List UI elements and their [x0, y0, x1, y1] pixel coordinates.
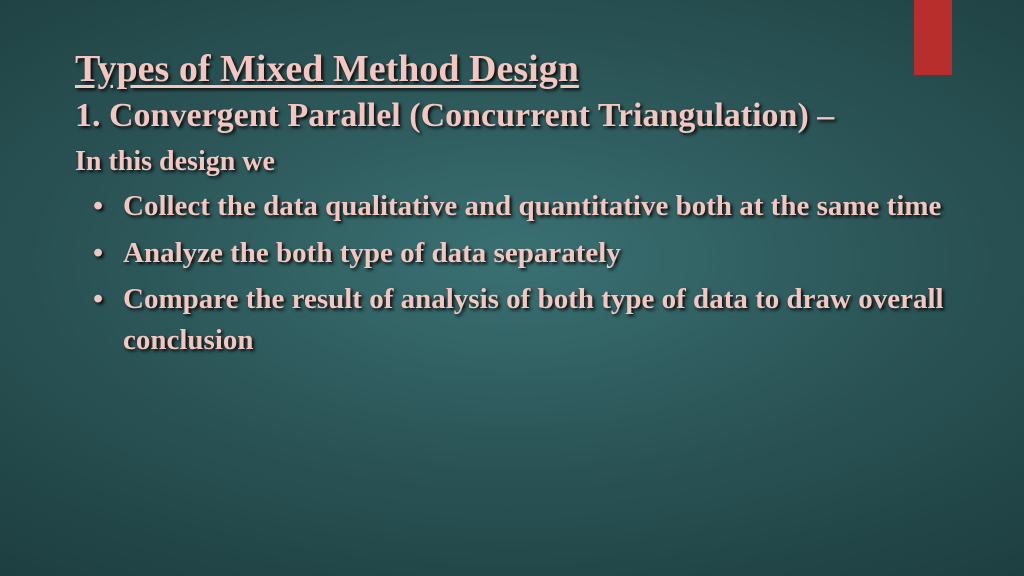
slide-subtitle: 1. Convergent Parallel (Concurrent Trian… [75, 94, 949, 138]
bullet-list: Collect the data qualitative and quantit… [75, 186, 949, 360]
list-item: Collect the data qualitative and quantit… [103, 186, 949, 227]
slide-lead: In this design we [75, 144, 949, 180]
list-item: Compare the result of analysis of both t… [103, 279, 949, 360]
slide-title: Types of Mixed Method Design [75, 48, 949, 92]
list-item: Analyze the both type of data separately [103, 233, 949, 274]
slide-content: Types of Mixed Method Design 1. Converge… [75, 48, 949, 367]
